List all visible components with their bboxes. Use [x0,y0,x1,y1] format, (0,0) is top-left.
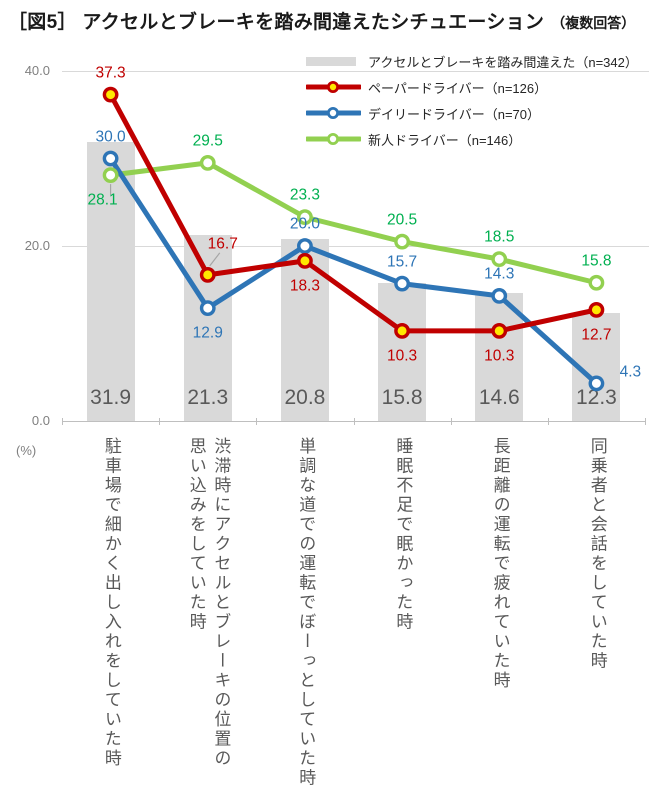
series-line-2 [108,160,599,286]
x-axis-tick [62,418,63,425]
category-label: 駐車場で細かく出し入れをしていた時 [101,437,121,769]
data-point-marker [199,300,216,317]
data-point-label: 28.1 [87,191,118,209]
data-point-marker [199,154,216,171]
bar-value-label: 21.3 [187,386,229,409]
data-point-marker [491,322,508,339]
legend-row: 新人ドライバー（n=146） [306,126,638,152]
data-point-label: 12.9 [192,324,223,342]
data-point-marker [394,275,410,292]
bar [378,282,427,421]
data-point-label: 37.3 [95,64,126,82]
bar-value-label: 31.9 [90,386,132,409]
data-point-marker [491,287,508,304]
data-point-marker [102,86,119,103]
bar-value-label: 20.8 [284,386,326,409]
series-line-1 [108,156,599,386]
x-axis-tick [354,418,355,425]
data-point-marker [588,375,605,392]
data-point-label: 16.7 [207,235,238,253]
legend-swatch [306,79,364,95]
gridline-20 [62,246,649,247]
data-point-marker [491,251,508,268]
figure-title-row: ［図5］ アクセルとブレーキを踏み間違えたシチュエーション （複数回答） [8,7,635,34]
data-point-marker [297,209,313,226]
data-point-label: 18.3 [289,277,320,295]
legend-swatch [306,56,364,66]
data-point-marker [297,252,313,269]
legend-label: ペーパードライバー（n=126） [368,80,548,96]
data-point-label: 4.3 [619,363,642,381]
bar-value-label: 15.8 [381,386,423,409]
data-point-label: 29.5 [192,132,223,150]
x-axis-tick [548,418,549,425]
data-point-label: 20.0 [289,215,320,233]
bar-value-label: 12.3 [575,386,617,409]
bar [183,234,232,421]
y-tick-label: 20.0 [24,238,50,253]
data-point-marker [588,301,605,318]
figure-title: ［図5］ アクセルとブレーキを踏み間違えたシチュエーション [8,12,545,33]
legend-line-swatch-icon [306,107,361,119]
data-point-marker [588,274,605,291]
data-point-label: 10.3 [484,347,515,365]
data-point-label: 18.5 [484,228,515,246]
legend-label: 新人ドライバー（n=146） [368,132,522,148]
y-tick-label: 40.0 [24,63,50,78]
legend-swatch [306,131,364,147]
legend-line-swatch-icon [306,81,361,93]
category-label: 同乗者と会話をしていた時 [587,437,607,671]
data-label-leader-line [209,252,221,267]
data-point-label: 30.0 [95,128,126,145]
x-axis-tick [645,418,646,425]
legend-line-swatch-icon [306,133,361,145]
y-tick-label: 0.0 [31,413,50,428]
data-point-marker [102,150,119,167]
legend-label: アクセルとブレーキを踏み間違えた（n=342） [368,54,638,70]
gridline-40 [62,71,649,72]
legend-swatch [306,105,364,121]
x-axis-tick [256,418,257,425]
data-point-label: 14.3 [484,265,515,283]
legend-label: デイリードライバー（n=70） [368,106,541,122]
series-line-0 [108,92,599,334]
data-point-marker [297,238,313,254]
data-point-label: 15.8 [581,252,612,270]
data-point-marker [394,233,410,250]
legend-row: アクセルとブレーキを踏み間違えた（n=342） [306,48,638,74]
legend-bar-swatch-icon [306,56,356,66]
figure-subtitle: （複数回答） [551,15,636,31]
data-point-label: 23.3 [289,186,320,204]
data-point-label: 20.5 [386,211,418,229]
legend-row: デイリードライバー（n=70） [306,100,638,126]
data-point-marker [199,266,216,283]
legend-row: ペーパードライバー（n=126） [306,74,638,100]
category-label: 渋滞時にアクセルとブレーキの位置の 思い込みをしていた時 [186,437,231,769]
x-axis-tick [159,418,160,425]
data-point-label: 12.7 [581,326,612,344]
legend: アクセルとブレーキを踏み間違えた（n=342） ペーパードライバー（n=126） デ… [306,48,638,152]
line-chart-layer [102,86,605,392]
data-point-marker [102,167,119,184]
data-point-label: 10.3 [386,347,418,365]
category-label: 長距離の運転で疲れていた時 [490,437,510,691]
y-axis-unit-label: (%) [16,443,37,458]
data-point-marker [394,322,410,339]
bar-value-label: 14.6 [478,386,520,409]
category-label: 睡眠不足で眠かった時 [393,437,413,632]
data-point-label: 15.7 [386,253,418,271]
bar [475,293,524,421]
x-axis-tick [451,418,452,425]
category-label: 単調な道での運転でぼーっとしていた時 [296,437,316,788]
